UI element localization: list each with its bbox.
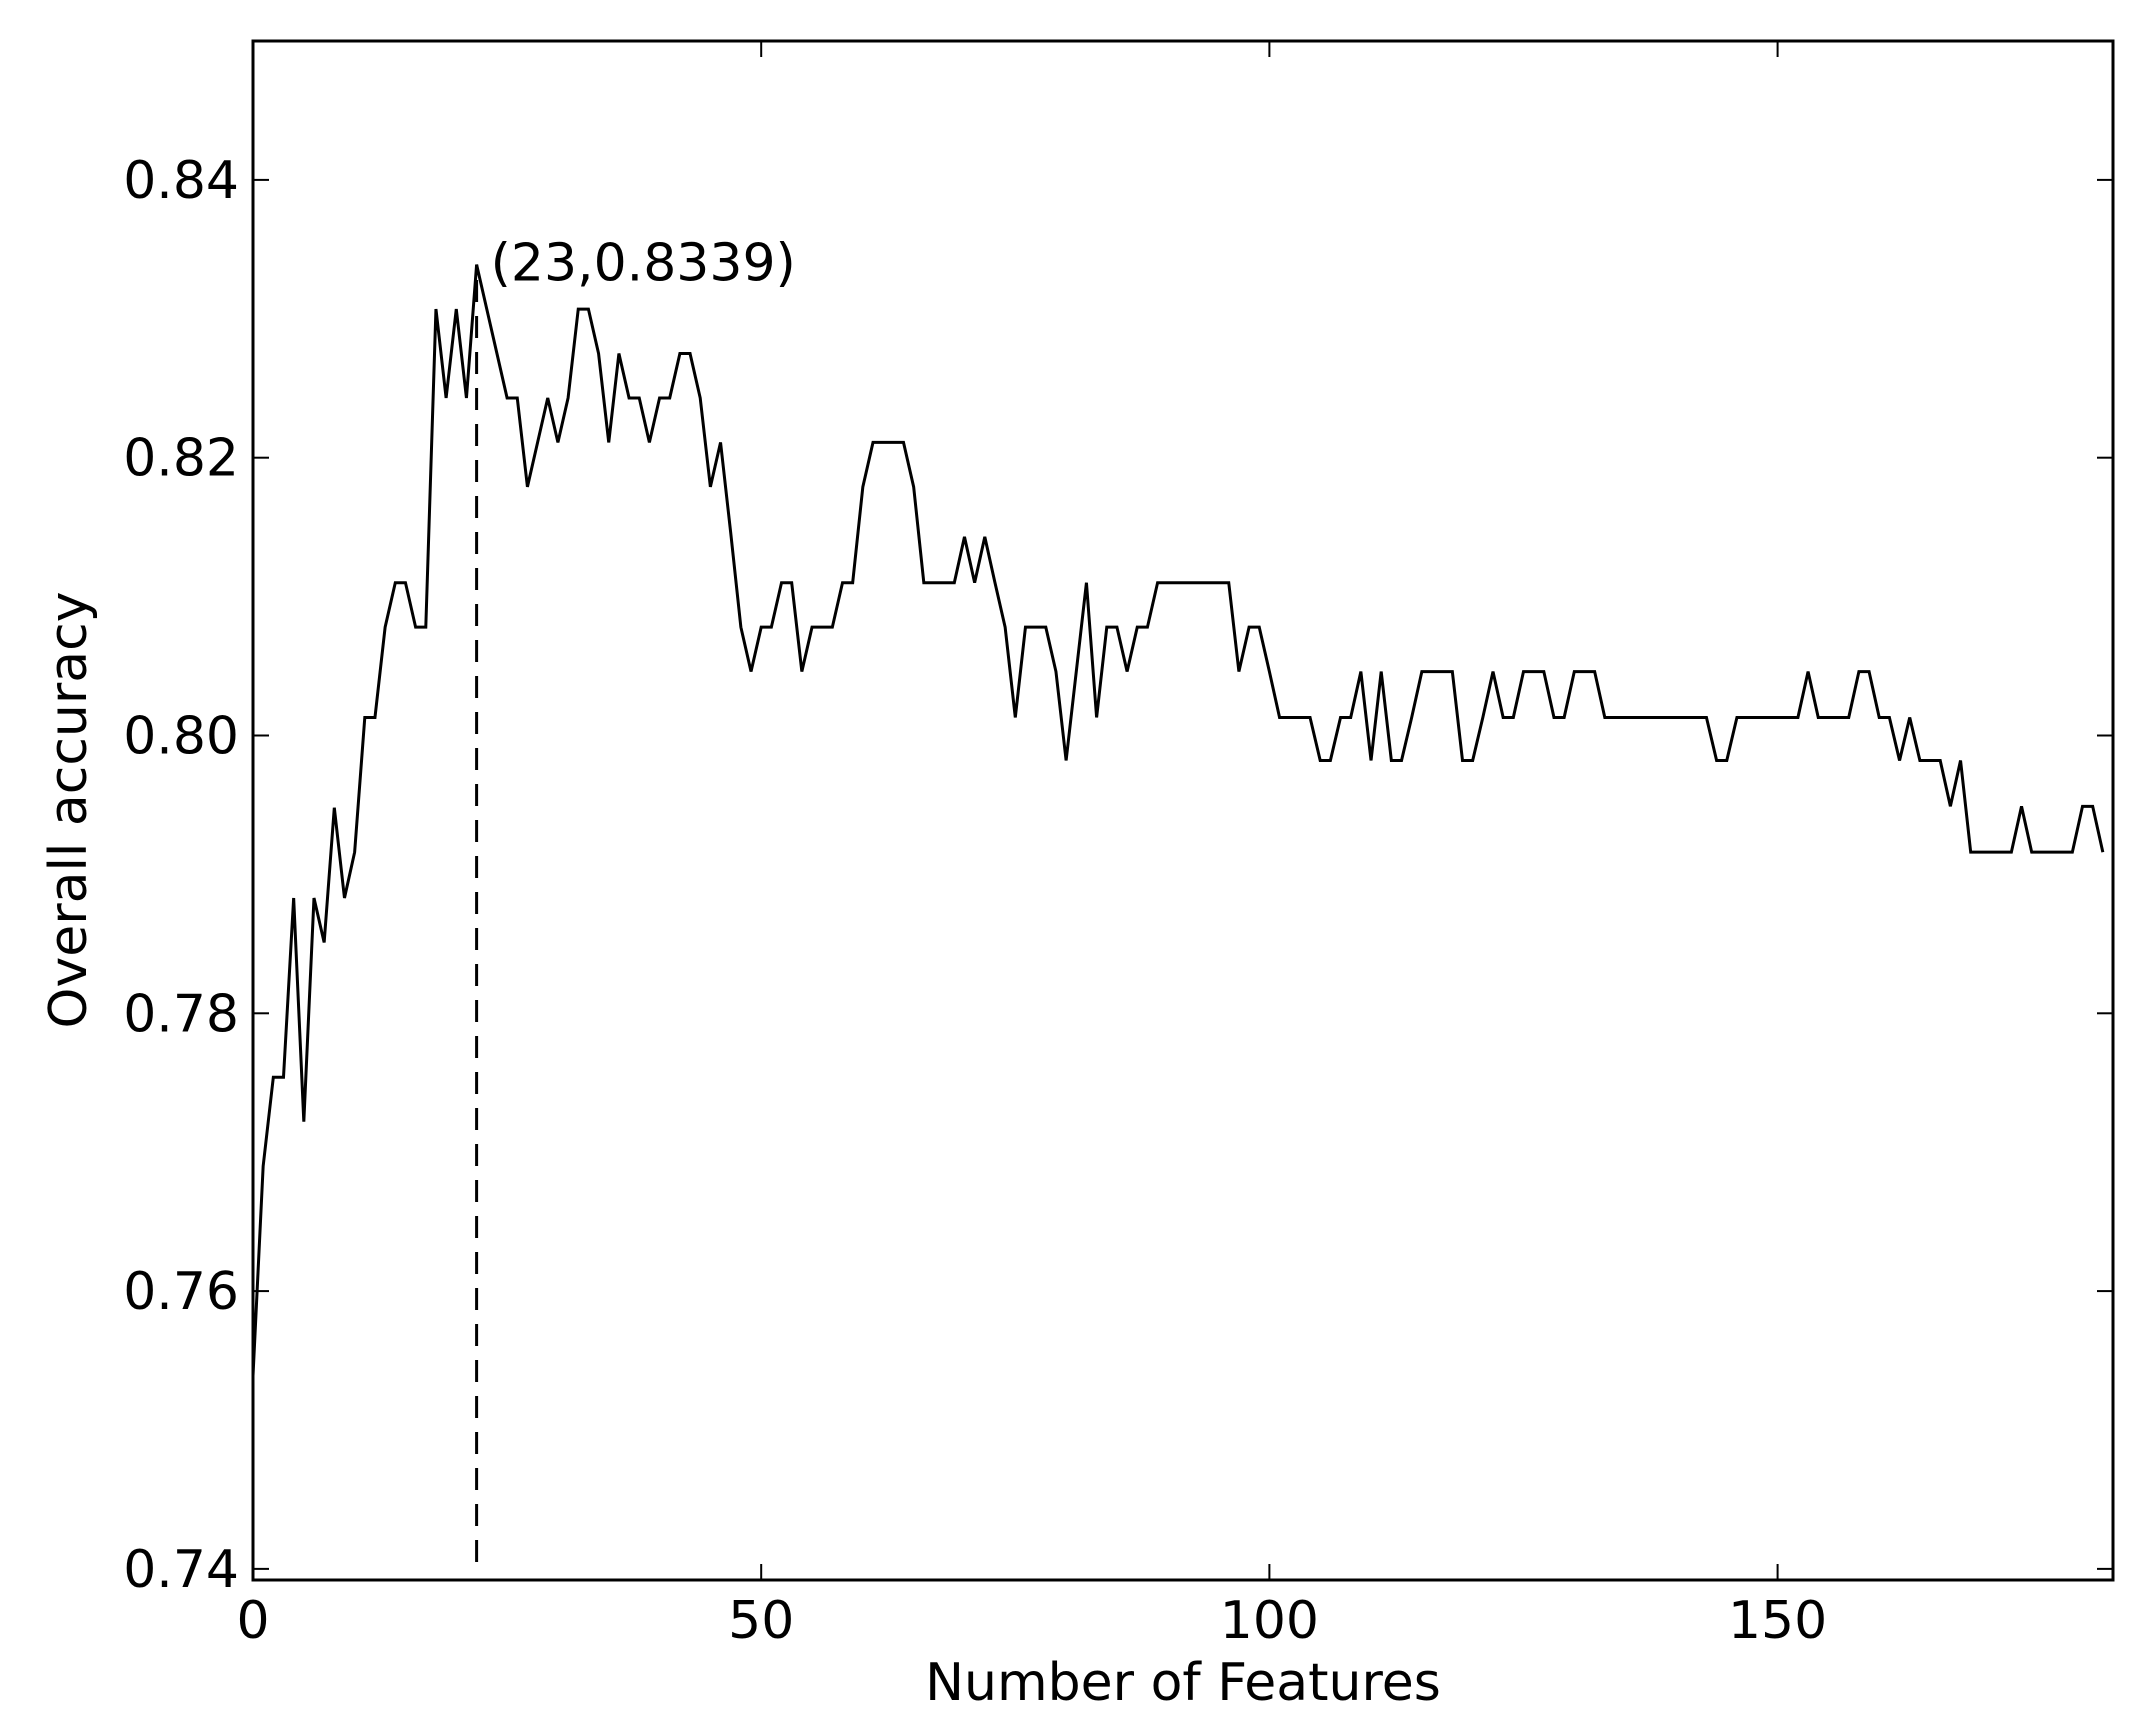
x-tick-label: 150 — [1728, 1591, 1827, 1651]
y-tick-label: 0.80 — [123, 706, 239, 766]
y-tick-label: 0.82 — [123, 429, 239, 489]
y-axis-label: Overall accuracy — [39, 592, 99, 1029]
y-tick-label: 0.84 — [123, 151, 239, 211]
x-tick-label: 50 — [728, 1591, 794, 1651]
x-axis-label: Number of Features — [925, 1653, 1441, 1713]
y-tick-label: 0.76 — [123, 1262, 239, 1322]
x-tick-label: 100 — [1220, 1591, 1319, 1651]
x-tick-label: 0 — [236, 1591, 269, 1651]
plot-frame — [251, 39, 2115, 1582]
y-tick-label: 0.74 — [123, 1540, 239, 1600]
y-tick-label: 0.78 — [123, 984, 239, 1044]
data-line — [251, 264, 2105, 1376]
annotation-text: (23,0.8339) — [491, 234, 796, 294]
